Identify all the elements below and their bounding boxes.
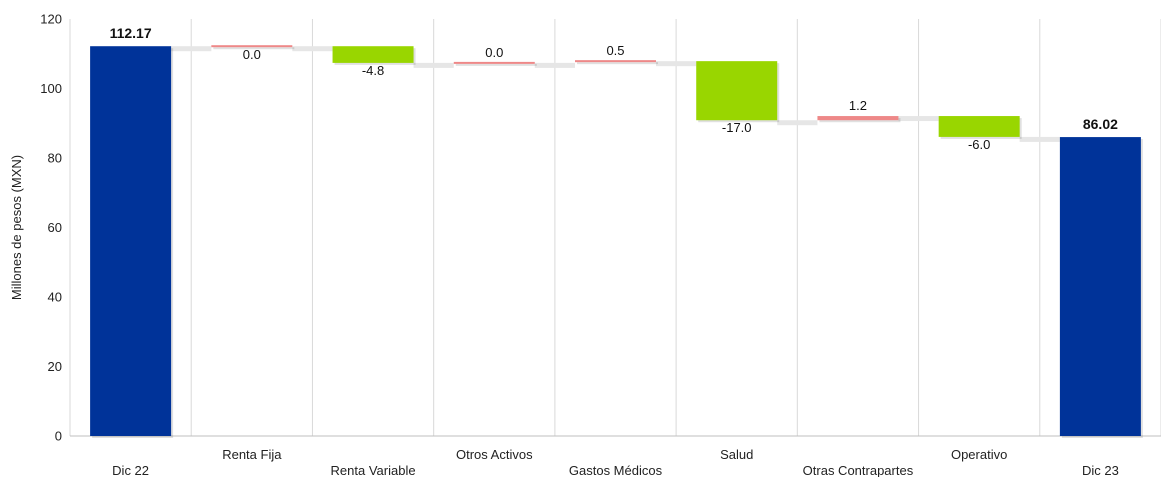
data-label: 0.0 <box>485 45 503 60</box>
x-category-label: Salud <box>720 447 753 462</box>
x-category-label: Operativo <box>951 447 1007 462</box>
bar-shadow <box>577 62 658 65</box>
connector-band <box>898 116 939 122</box>
x-category-label: Dic 23 <box>1082 463 1119 477</box>
data-label: 0.5 <box>606 43 624 58</box>
bar-shadow <box>455 63 537 66</box>
bar-shadow <box>213 47 295 50</box>
data-label: -6.0 <box>968 137 990 152</box>
connector-band <box>777 120 818 126</box>
y-tick-label: 60 <box>48 220 62 235</box>
y-tick-label: 120 <box>40 12 62 27</box>
bar-gastos-médicos <box>575 60 656 63</box>
y-tick-label: 20 <box>48 359 62 374</box>
connector-band <box>413 62 454 68</box>
y-axis-title: Millones de pesos (MXN) <box>9 155 24 300</box>
connector-band <box>171 46 212 52</box>
data-label: -4.8 <box>362 63 384 78</box>
bar-renta-fija <box>211 45 293 48</box>
bar-otros-activos <box>453 61 535 64</box>
bar-salud <box>696 61 778 121</box>
bar-otras-contrapartes <box>817 116 899 121</box>
x-axis-categories: Dic 22 Renta Fija Renta Variable Otros Acti… <box>112 447 1119 477</box>
connectors <box>171 46 1060 142</box>
x-category-label: Renta Fija <box>222 447 282 462</box>
bars <box>90 45 1143 438</box>
data-label: -17.0 <box>722 120 752 135</box>
connector-band <box>1019 136 1060 142</box>
connector-band <box>656 61 697 67</box>
data-label: 1.2 <box>849 98 867 113</box>
data-label: 0.0 <box>243 47 261 62</box>
y-tick-label: 0 <box>55 429 62 444</box>
x-category-label: Otras Contrapartes <box>803 463 914 477</box>
connector-band <box>534 62 575 68</box>
data-labels: 112.17 0.0 -4.8 0.0 0.5 -17.0 1.2 -6.0 86.02 <box>110 25 1119 152</box>
y-tick-label: 40 <box>48 290 62 305</box>
x-category-label: Dic 22 <box>112 463 149 477</box>
connector-band <box>292 46 333 52</box>
gridlines <box>69 19 1161 437</box>
data-label: 86.02 <box>1083 116 1118 132</box>
y-tick-label: 100 <box>40 81 62 96</box>
bar-dic-22 <box>90 46 172 436</box>
x-category-label: Renta Variable <box>331 463 416 477</box>
y-tick-label: 80 <box>48 151 62 166</box>
bar-dic-23 <box>1059 137 1141 436</box>
x-category-label: Gastos Médicos <box>569 463 663 477</box>
y-axis: 0 20 40 60 80 100 120 <box>40 12 62 444</box>
bar-renta-variable <box>332 46 414 63</box>
bar-operativo <box>938 116 1020 137</box>
x-category-label: Otros Activos <box>456 447 533 462</box>
data-label: 112.17 <box>110 25 152 41</box>
